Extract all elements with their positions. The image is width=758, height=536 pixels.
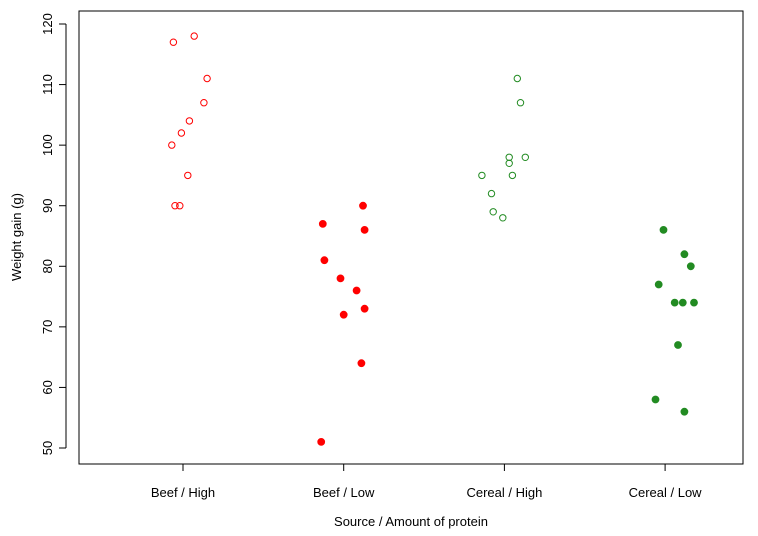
x-axis-title: Source / Amount of protein	[334, 514, 488, 529]
x-tick-label: Beef / High	[151, 485, 215, 500]
data-point	[513, 74, 521, 83]
data-point	[320, 256, 329, 265]
x-tick-label: Cereal / High	[466, 485, 542, 500]
data-points	[168, 32, 698, 446]
y-tick-label: 100	[40, 134, 55, 156]
data-point	[659, 226, 668, 234]
data-point	[171, 202, 179, 210]
data-point	[505, 153, 513, 162]
data-point	[169, 38, 178, 46]
y-tick-label: 120	[40, 13, 55, 35]
x-tick-label: Beef / Low	[313, 485, 375, 500]
data-point	[690, 298, 698, 307]
y-axis-ticks: 50 60 70 80 90 100 110 120	[40, 13, 66, 455]
data-point	[360, 226, 369, 234]
x-tick-label: Cereal / Low	[629, 485, 703, 500]
data-point	[499, 214, 507, 222]
data-point	[200, 99, 208, 107]
data-point	[516, 99, 525, 107]
data-point	[680, 407, 689, 416]
data-point	[176, 202, 184, 210]
y-tick-label: 110	[40, 74, 55, 95]
y-tick-label: 80	[40, 259, 55, 273]
data-point	[670, 298, 679, 307]
data-point	[190, 32, 198, 40]
data-point	[168, 141, 176, 149]
data-point	[505, 159, 513, 168]
y-axis-title: Weight gain (g)	[9, 193, 24, 281]
data-point	[339, 310, 348, 319]
data-point	[185, 117, 194, 125]
y-tick-label: 60	[40, 380, 55, 394]
y-tick-label: 50	[40, 441, 55, 455]
data-point	[521, 153, 529, 162]
data-point	[654, 280, 663, 289]
x-axis-ticks: Beef / High Beef / Low Cereal / High Cereal…	[151, 464, 702, 500]
data-point	[357, 359, 366, 368]
plot-area-frame	[78, 10, 744, 465]
data-point	[674, 341, 682, 349]
data-point	[177, 129, 186, 137]
data-point	[184, 171, 192, 180]
data-point	[318, 220, 327, 228]
data-point	[360, 304, 369, 313]
data-point	[680, 250, 689, 259]
data-point	[359, 201, 367, 210]
data-point	[678, 298, 687, 307]
data-point	[478, 171, 486, 180]
data-point	[203, 74, 211, 83]
data-point	[651, 395, 660, 404]
data-point	[352, 286, 361, 295]
data-point	[489, 208, 497, 216]
y-tick-label: 70	[40, 320, 55, 334]
data-point	[317, 438, 326, 446]
data-point	[508, 171, 517, 180]
data-point	[487, 189, 496, 198]
data-point	[336, 274, 345, 283]
data-point	[686, 262, 695, 271]
y-tick-label: 90	[40, 198, 55, 212]
